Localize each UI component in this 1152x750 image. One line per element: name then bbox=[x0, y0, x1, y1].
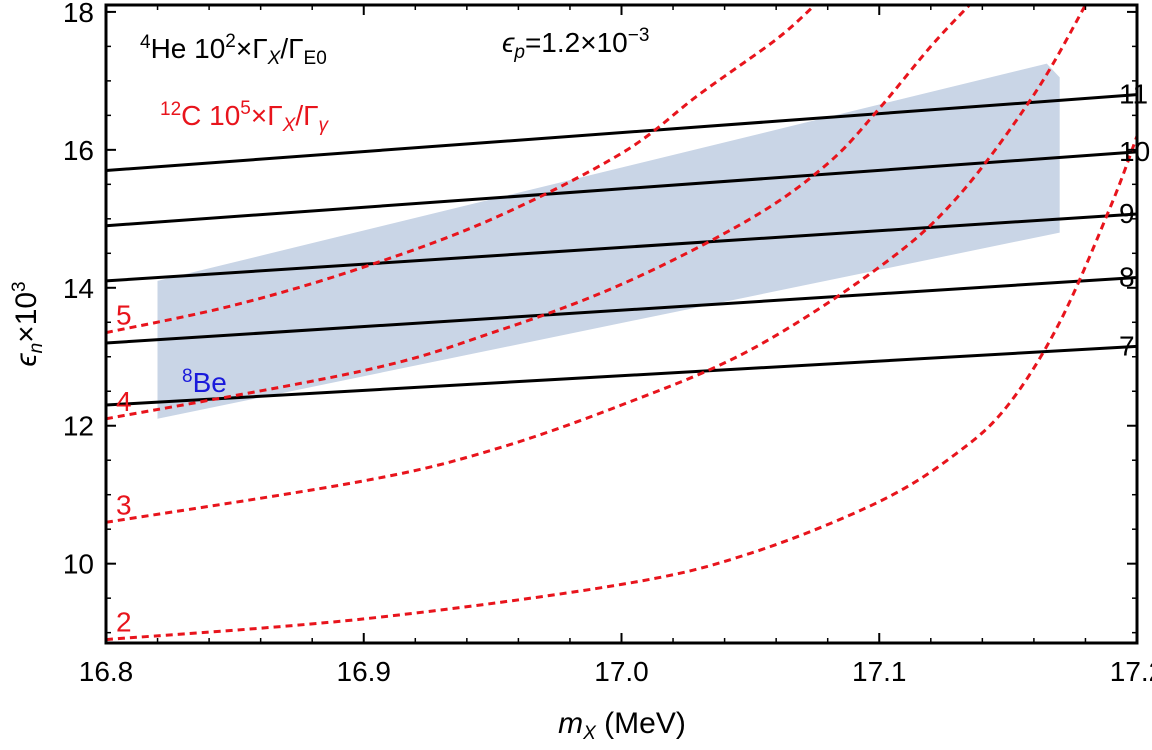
black-line-label-7: 7 bbox=[1119, 330, 1135, 361]
black-line-label-10: 10 bbox=[1119, 136, 1150, 167]
red-curve-label-3: 3 bbox=[116, 489, 132, 520]
legend-c12: 12C 105×ΓX/Γγ bbox=[160, 98, 330, 136]
black-line-label-9: 9 bbox=[1119, 198, 1135, 229]
ticks-layer: 16.8 16.9 17.0 17.1 17.2 10 12 14 16 18 bbox=[63, 0, 1152, 687]
legend-epsilon-p: ϵp=1.2×10−3 bbox=[502, 25, 649, 63]
x-axis-title: mX (MeV) bbox=[558, 707, 686, 744]
black-line-7 bbox=[106, 344, 1137, 407]
red-curve-3 bbox=[106, 5, 1087, 524]
y-tick-label: 16 bbox=[63, 135, 94, 166]
red-curves-layer bbox=[106, 5, 1137, 642]
region-layer bbox=[157, 63, 1060, 419]
x-tick-label: 17.1 bbox=[852, 656, 907, 687]
black-line-11 bbox=[106, 93, 1137, 173]
curve-labels-layer: 7 8 9 10 11 2 3 4 5 bbox=[116, 79, 1150, 638]
red-curve-2 bbox=[106, 135, 1137, 642]
red-curve-label-4: 4 bbox=[116, 386, 132, 417]
red-curve-4 bbox=[106, 5, 971, 421]
x-tick-label: 17.0 bbox=[594, 656, 649, 687]
x-tick-label: 17.2 bbox=[1110, 656, 1152, 687]
black-line-10 bbox=[106, 150, 1137, 228]
red-curve-label-5: 5 bbox=[116, 300, 132, 331]
region-label-8be: 8Be bbox=[182, 366, 227, 398]
x-tick-label: 16.9 bbox=[337, 656, 392, 687]
black-lines-layer bbox=[106, 93, 1137, 407]
y-tick-label: 18 bbox=[63, 0, 94, 28]
x-tick-label: 16.8 bbox=[79, 656, 134, 687]
black-line-9 bbox=[106, 212, 1137, 283]
legend-he4: 4He 102×ΓX/ΓE0 bbox=[140, 31, 327, 69]
y-axis-title: ϵn×103 bbox=[9, 281, 47, 366]
black-line-label-8: 8 bbox=[1119, 261, 1135, 292]
black-line-label-11: 11 bbox=[1119, 79, 1148, 110]
red-curve-label-2: 2 bbox=[116, 607, 132, 638]
red-curve-5 bbox=[106, 5, 816, 335]
y-tick-label: 10 bbox=[63, 549, 94, 580]
black-line-8 bbox=[106, 275, 1137, 345]
y-tick-label: 14 bbox=[63, 273, 94, 304]
region-8be bbox=[157, 63, 1060, 419]
y-tick-label: 12 bbox=[63, 411, 94, 442]
